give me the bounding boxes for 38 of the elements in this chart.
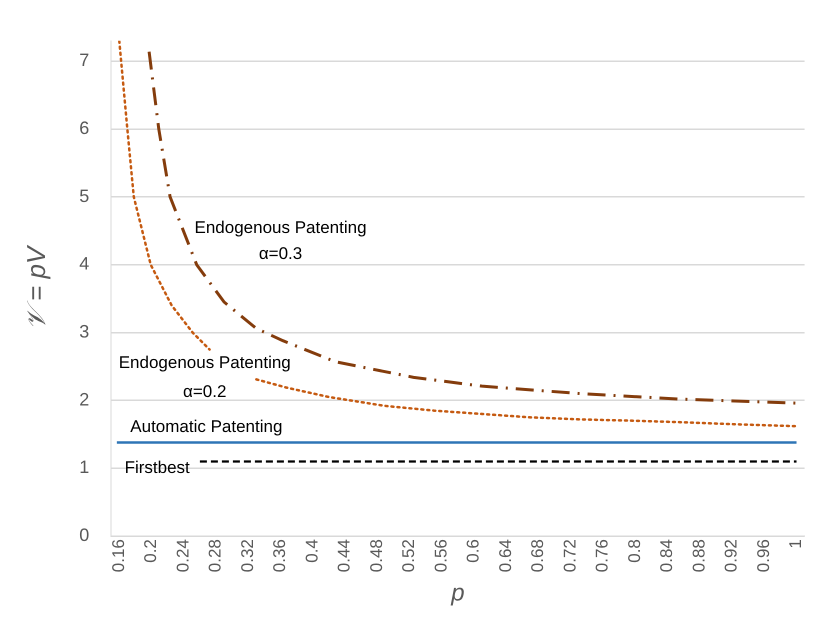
- x-tick-label: 0.88: [689, 539, 708, 572]
- x-tick-label: 0.44: [334, 539, 354, 572]
- x-tick-label: 1: [786, 539, 806, 549]
- x-tick-label: 0.68: [528, 539, 548, 572]
- y-tick-label: 5: [79, 186, 90, 206]
- x-tick-label: 0.84: [657, 539, 676, 572]
- annotation: Firstbest: [124, 458, 190, 477]
- x-tick-label: 0.28: [206, 539, 225, 572]
- x-tick-label: 0.96: [754, 539, 773, 572]
- x-tick-label: 0.52: [399, 539, 418, 572]
- annotation: Endogenous Patenting: [194, 218, 367, 237]
- annotation: Endogenous Patenting: [118, 352, 291, 372]
- y-tick-label: 3: [79, 322, 90, 342]
- x-axis-title: p: [450, 579, 465, 606]
- x-tick-label: 0.76: [592, 539, 612, 572]
- y-tick-label: 1: [79, 457, 90, 478]
- x-tick-label: 0.92: [722, 539, 741, 572]
- y-tick-label: 7: [79, 50, 90, 70]
- x-tick-label: 0.72: [560, 539, 580, 572]
- annotation: α=0.2: [183, 382, 226, 401]
- x-tick-label: 0.4: [302, 539, 322, 563]
- x-tick-label: 0.56: [431, 539, 450, 572]
- annotation: α=0.3: [258, 244, 302, 264]
- y-tick-label: 2: [79, 389, 90, 410]
- x-tick-label: 0.48: [366, 539, 386, 572]
- x-tick-label: 0.6: [464, 539, 483, 563]
- x-tick-label: 0.36: [270, 539, 290, 572]
- x-tick-label: 0.24: [173, 539, 192, 572]
- x-tick-label: 0.8: [624, 539, 644, 563]
- y-tick-label: 6: [79, 118, 90, 138]
- y-tick-label: 4: [79, 254, 90, 274]
- y-axis-title: 𝒱 = pV: [20, 244, 51, 330]
- x-tick-label: 0.64: [496, 539, 515, 572]
- x-tick-label: 0.16: [108, 539, 128, 572]
- annotation: Automatic Patenting: [130, 417, 282, 436]
- x-tick-label: 0.2: [141, 539, 160, 563]
- y-tick-label: 0: [79, 525, 90, 546]
- x-tick-label: 0.32: [238, 539, 257, 572]
